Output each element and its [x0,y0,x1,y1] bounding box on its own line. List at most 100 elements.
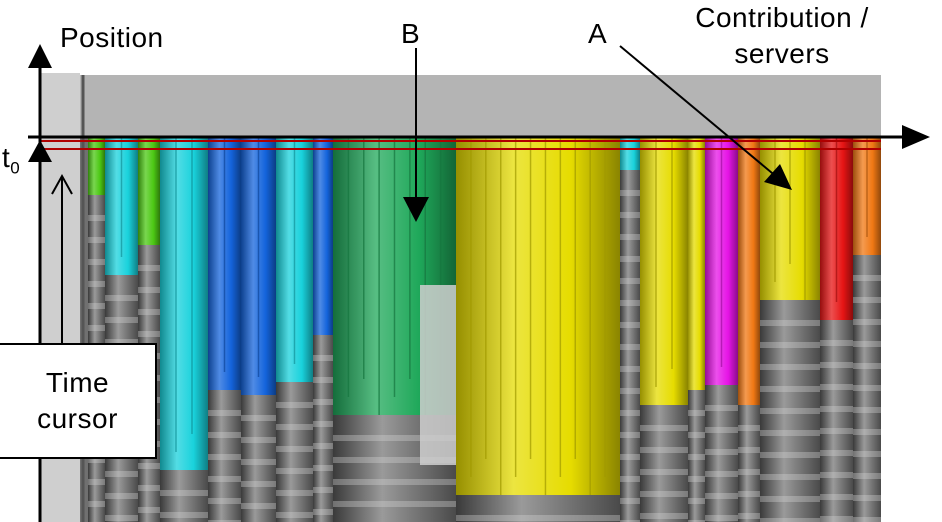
position-axis-label: Position [60,22,164,53]
column-step [760,496,820,502]
contribution-column [853,137,881,522]
column-step [820,362,853,368]
column-gray-segment [688,390,705,522]
t0-label: t0 [2,144,20,177]
column-step [313,355,333,361]
column-step [88,501,105,507]
column-step [853,319,881,325]
annotation-a-arrow-line [619,45,779,179]
column-step [688,454,705,460]
column-step [208,498,241,504]
column-color-segment [456,137,620,495]
column-gray-segment [760,300,820,522]
column-step [620,234,640,240]
contribution-column [820,137,853,522]
annotation-b-arrow-head [403,197,429,222]
column-step [208,432,241,438]
time-cursor-pointer-head [51,173,73,195]
column-step [241,503,276,509]
column-color-segment [640,137,688,405]
t0-subscript: 0 [10,158,21,178]
column-step [456,515,620,521]
column-step [620,190,640,196]
column-step [208,476,241,482]
column-gray-segment [208,390,241,522]
column-step [853,385,881,391]
column-step [138,331,160,337]
column-step [620,498,640,504]
column-step [138,485,160,491]
column-step [688,432,705,438]
column-step [705,515,738,521]
time-cursor-callout: Time cursor [0,343,157,459]
column-step [105,295,138,301]
column-step [640,513,688,519]
column-step [688,520,705,522]
column-step [241,481,276,487]
column-step [620,432,640,438]
column-step [760,430,820,436]
column-step [241,459,276,465]
column-step [620,300,640,306]
column-step [640,425,688,431]
column-step [760,386,820,392]
column-step [738,491,760,497]
column-step [88,457,105,463]
column-gray-segment [456,495,620,522]
position-axis-arrow [28,44,52,68]
column-step [313,399,333,405]
column-step [620,476,640,482]
column-step [620,410,640,416]
column-color-segment [138,137,160,245]
column-step [760,518,820,522]
t0-marker [28,140,52,162]
column-step [313,377,333,383]
column-step [738,469,760,475]
column-step [208,454,241,460]
column-step [88,325,105,331]
column-step [820,516,853,522]
column-step [640,491,688,497]
column-step [853,275,881,281]
column-step [138,507,160,513]
column-step [276,402,313,408]
contribution-columns [88,137,881,522]
contribution-column [276,137,313,522]
column-step [853,297,881,303]
column-step [620,278,640,284]
column-step [138,265,160,271]
column-step [738,425,760,431]
column-gray-segment [160,470,208,522]
column-step [760,342,820,348]
column-step [620,322,640,328]
time-cursor-line2: cursor [37,403,118,434]
column-step [760,452,820,458]
contribution-column [313,137,333,522]
column-step [853,451,881,457]
column-step [853,495,881,501]
column-gray-segment [853,255,881,522]
center-highlight [420,285,456,465]
column-color-segment [313,137,333,335]
column-gray-segment [620,170,640,522]
contribution-column [760,137,820,522]
column-step [333,457,456,463]
column-gray-segment [313,335,333,522]
column-step [138,287,160,293]
contribution-column [241,137,276,522]
column-step [105,317,138,323]
column-step [705,427,738,433]
column-step [820,428,853,434]
column-color-segment [688,137,705,390]
column-step [241,437,276,443]
label-a: A [588,18,608,49]
column-step [88,281,105,287]
column-step [276,446,313,452]
contribution-column [208,137,241,522]
column-step [760,474,820,480]
column-step [853,341,881,347]
t0-main: t [2,142,11,173]
contribution-column [705,137,738,522]
